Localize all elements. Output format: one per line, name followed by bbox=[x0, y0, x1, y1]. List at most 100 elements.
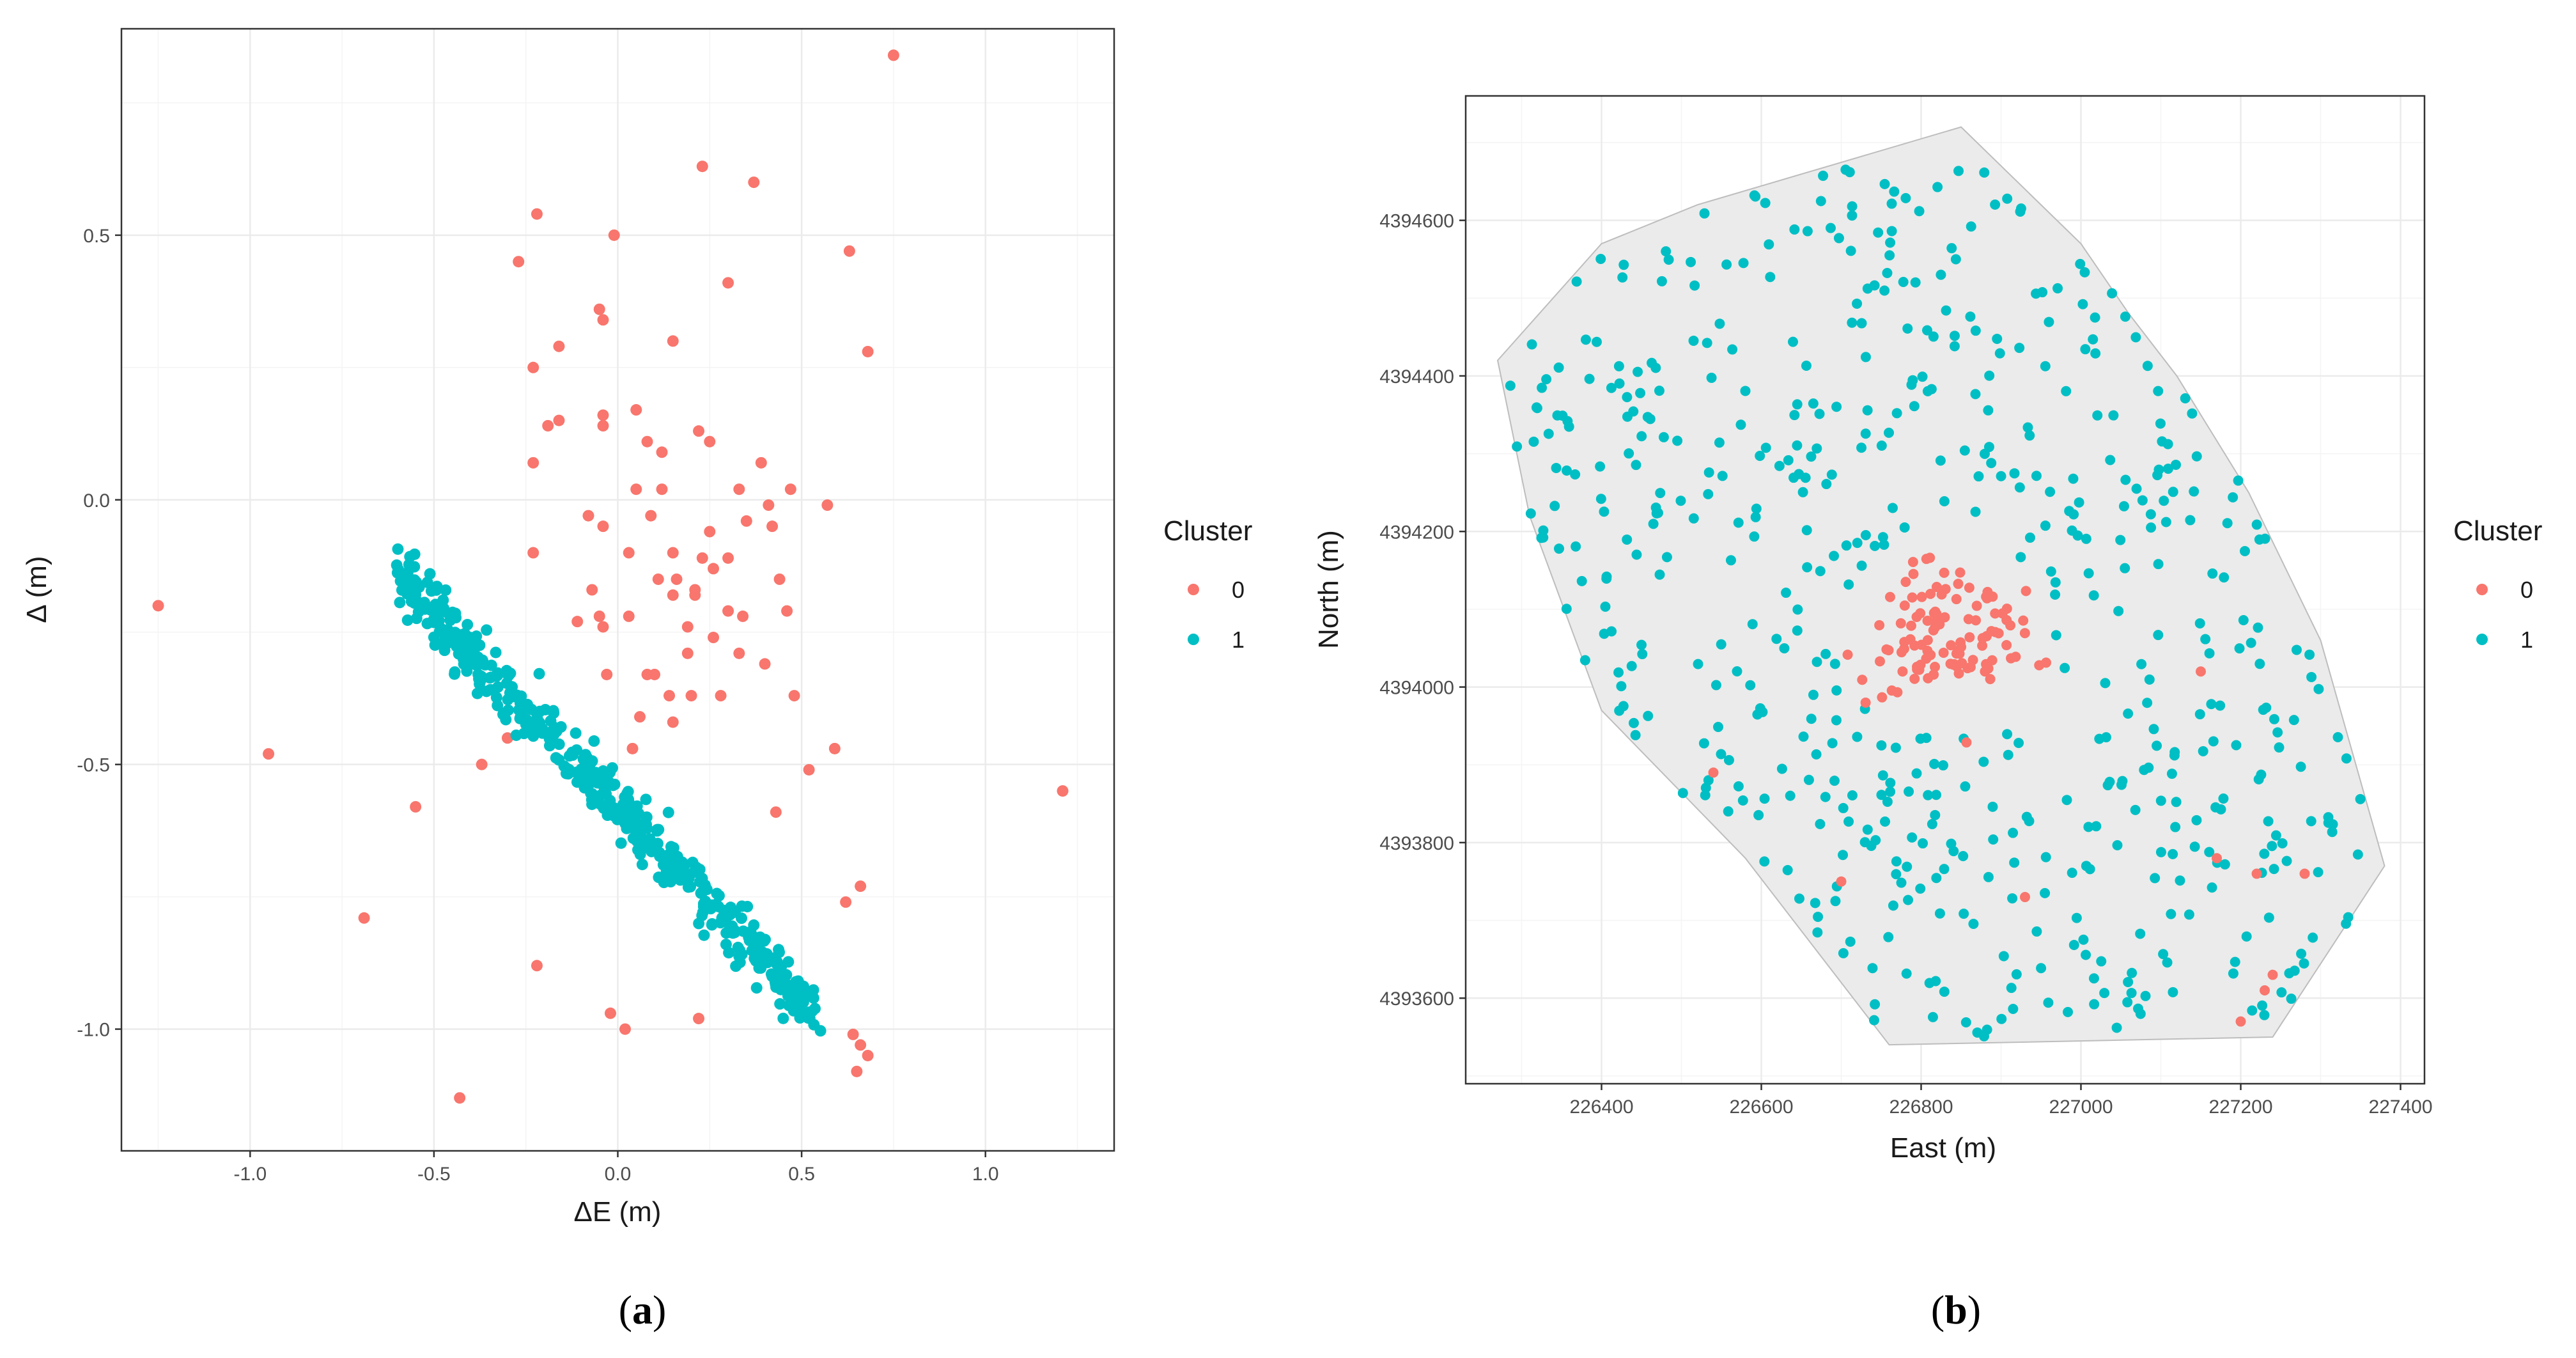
panel-b-point-cluster-1 bbox=[1663, 254, 1674, 265]
panel-b-point-cluster-1 bbox=[2136, 659, 2147, 669]
panel-a-point-cluster-0 bbox=[843, 245, 855, 257]
panel-b-point-cluster-1 bbox=[1635, 387, 1646, 398]
panel-b-point-cluster-1 bbox=[1595, 461, 1606, 472]
panel-b-point-cluster-1 bbox=[1885, 786, 1896, 797]
panel-b-point-cluster-1 bbox=[1806, 714, 1817, 724]
panel-b-point-cluster-1 bbox=[2090, 312, 2100, 323]
panel-a-chart: -1.0 -0.5 0.0 0.5 1.0 -1.0 -0.5 0.0 0.5 ΔE (m) Δ… bbox=[21, 27, 1252, 1332]
panel-a-point-cluster-1 bbox=[408, 597, 421, 609]
panel-b-point-cluster-1 bbox=[1600, 601, 1611, 612]
panel-b-point-cluster-1 bbox=[1571, 276, 1582, 287]
panel-b-point-cluster-1 bbox=[1733, 517, 1744, 528]
panel-a-point-cluster-1 bbox=[615, 837, 627, 849]
panel-a-point-cluster-1 bbox=[429, 639, 441, 651]
panel-b-point-cluster-0 bbox=[1915, 608, 1926, 619]
panel-b-point-cluster-0 bbox=[1908, 568, 1919, 579]
panel-a-label: (a) bbox=[619, 1287, 667, 1332]
panel-b-point-cluster-1 bbox=[2263, 816, 2274, 827]
panel-b-point-cluster-1 bbox=[1789, 410, 1800, 421]
panel-a-point-cluster-1 bbox=[774, 998, 786, 1010]
panel-b-point-cluster-1 bbox=[1937, 760, 1948, 771]
panel-b-point-cluster-1 bbox=[2079, 267, 2090, 277]
panel-b-point-cluster-1 bbox=[1563, 421, 1574, 432]
panel-b-point-cluster-1 bbox=[1808, 689, 1819, 700]
panel-b-point-cluster-1 bbox=[1626, 660, 1637, 671]
panel-b-point-cluster-1 bbox=[1776, 763, 1787, 774]
panel-b-point-cluster-1 bbox=[1904, 786, 1914, 797]
panel-b-point-cluster-1 bbox=[2081, 533, 2091, 544]
panel-b-point-cluster-1 bbox=[2274, 742, 2285, 753]
panel-a-point-cluster-0 bbox=[667, 547, 679, 559]
panel-b-point-cluster-1 bbox=[2108, 410, 2119, 421]
panel-a-y-axis-title: Δ (m) bbox=[21, 556, 52, 623]
panel-a-point-cluster-1 bbox=[697, 898, 710, 910]
panel-b-point-cluster-1 bbox=[1856, 560, 1867, 571]
panel-b-point-cluster-1 bbox=[1570, 469, 1581, 480]
panel-a-legend-label-0: 0 bbox=[1232, 577, 1245, 603]
panel-a-point-cluster-0 bbox=[513, 256, 525, 268]
panel-a-point-cluster-1 bbox=[481, 624, 493, 636]
panel-b-point-cluster-1 bbox=[1806, 451, 1817, 462]
panel-b-point-cluster-1 bbox=[1838, 850, 1849, 861]
panel-b-point-cluster-1 bbox=[2112, 840, 2123, 851]
panel-b-point-cluster-0 bbox=[1900, 577, 1911, 588]
panel-b-point-cluster-1 bbox=[1738, 258, 1749, 269]
panel-b-point-cluster-1 bbox=[2204, 648, 2215, 659]
panel-a-point-cluster-0 bbox=[652, 573, 664, 585]
panel-b-point-cluster-1 bbox=[2061, 795, 2072, 806]
panel-b-point-cluster-1 bbox=[1934, 908, 1945, 919]
panel-a-point-cluster-1 bbox=[474, 675, 486, 687]
panel-b-point-cluster-1 bbox=[2072, 530, 2083, 541]
panel-b-point-cluster-1 bbox=[1802, 226, 1813, 237]
panel-a-point-cluster-0 bbox=[704, 526, 716, 538]
panel-a-point-cluster-1 bbox=[500, 664, 513, 676]
panel-a-point-cluster-0 bbox=[667, 589, 679, 601]
panel-b-point-cluster-1 bbox=[2286, 994, 2297, 1004]
panel-a-point-cluster-1 bbox=[730, 960, 742, 972]
panel-b-point-cluster-1 bbox=[1890, 742, 1901, 753]
panel-b-point-cluster-1 bbox=[1915, 883, 1926, 894]
panel-b-point-cluster-1 bbox=[1939, 864, 1950, 875]
panel-b-point-cluster-1 bbox=[1990, 199, 2001, 210]
panel-b-point-cluster-1 bbox=[2118, 501, 2129, 511]
panel-a-point-cluster-0 bbox=[501, 732, 513, 744]
panel-a-point-cluster-1 bbox=[685, 880, 697, 893]
panel-b-point-cluster-1 bbox=[1978, 1031, 1989, 1042]
panel-a-point-cluster-0 bbox=[755, 457, 767, 469]
panel-b-point-cluster-0 bbox=[2196, 666, 2206, 677]
panel-a-point-cluster-1 bbox=[604, 767, 616, 779]
panel-b-point-cluster-0 bbox=[1874, 620, 1885, 630]
panel-b-point-cluster-0 bbox=[1971, 600, 1982, 611]
panel-b-point-cluster-0 bbox=[2021, 586, 2031, 597]
panel-b-point-cluster-1 bbox=[2052, 283, 2063, 293]
panel-b-point-cluster-1 bbox=[1554, 543, 1565, 554]
panel-b-point-cluster-1 bbox=[2146, 522, 2157, 533]
panel-a-point-cluster-1 bbox=[622, 786, 634, 798]
panel-b-point-cluster-1 bbox=[2044, 316, 2054, 327]
panel-b-point-cluster-1 bbox=[2219, 572, 2230, 583]
panel-a-point-cluster-1 bbox=[803, 988, 815, 1001]
panel-b-point-cluster-1 bbox=[1860, 428, 1871, 439]
panel-b-point-cluster-1 bbox=[2002, 193, 2013, 204]
panel-b-point-cluster-1 bbox=[1532, 403, 1542, 414]
panel-b-point-cluster-1 bbox=[1688, 513, 1699, 524]
panel-b-point-cluster-1 bbox=[1613, 667, 1624, 678]
panel-b-point-cluster-1 bbox=[1651, 508, 1662, 519]
panel-a-point-cluster-1 bbox=[485, 659, 497, 671]
panel-a-point-cluster-1 bbox=[646, 845, 658, 857]
panel-b-point-cluster-1 bbox=[1755, 451, 1765, 462]
panel-a-point-cluster-1 bbox=[636, 818, 648, 831]
panel-b-point-cluster-0 bbox=[1907, 592, 1918, 603]
panel-b-point-cluster-1 bbox=[1882, 796, 1893, 807]
panel-b-point-cluster-1 bbox=[1901, 968, 1912, 979]
panel-a-point-cluster-1 bbox=[515, 690, 527, 702]
panel-b-point-cluster-1 bbox=[1852, 731, 1863, 742]
panel-b-point-cluster-1 bbox=[1700, 783, 1711, 793]
panel-b-point-cluster-1 bbox=[1983, 405, 1994, 416]
panel-a-y-tick-label: -0.5 bbox=[77, 755, 110, 776]
panel-b-point-cluster-1 bbox=[2135, 1008, 2146, 1019]
panel-b-point-cluster-1 bbox=[2084, 864, 2095, 875]
panel-b-point-cluster-0 bbox=[1938, 647, 1949, 658]
panel-b-x-axis-title: East (m) bbox=[1890, 1132, 1996, 1164]
panel-b-point-cluster-1 bbox=[1571, 541, 1581, 552]
